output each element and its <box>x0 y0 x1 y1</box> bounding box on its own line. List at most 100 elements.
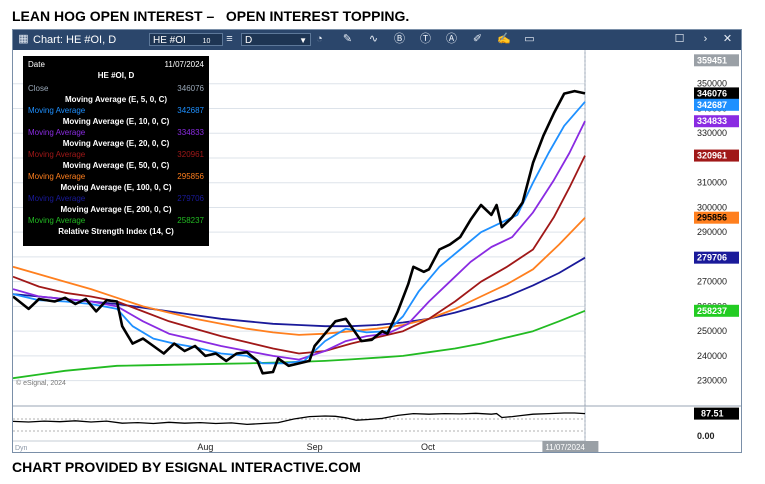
legend-row-title-row: Moving Average (E, 100, 0, C) <box>23 182 209 193</box>
rsi-panel <box>13 412 586 426</box>
legend-row-value: 334833 <box>177 128 204 137</box>
x-axis: Dyn Aug Sep Oct 11/07/2024 <box>13 440 599 452</box>
clock-icon[interactable]: ◔ <box>316 33 323 45</box>
x-cursor-badge <box>542 441 599 452</box>
legend-row-value: 279706 <box>177 194 204 203</box>
legend-row-title: Moving Average (E, 200, 0, C) <box>60 205 172 214</box>
legend-row: Moving Average 342687 <box>23 105 209 116</box>
value-badge <box>694 211 739 224</box>
brush-icon[interactable]: ✐ <box>472 33 483 45</box>
page-footer: CHART PROVIDED BY ESIGNAL INTERACTIVE.CO… <box>12 459 361 475</box>
t-circle-icon[interactable]: Ⓣ <box>420 33 431 45</box>
series-line <box>13 120 586 361</box>
x-tick-label: Sep <box>307 442 323 452</box>
chart-toolbar: ▦ Chart: HE #OI, D HE #OI 10 ≡ D ▼ ◔ ✎ ∿… <box>13 30 741 50</box>
rsi-value-label: 87.51 <box>701 409 724 419</box>
legend-row-title: Moving Average (E, 20, 0, C) <box>62 139 170 148</box>
chart-window-icon[interactable]: ▦ <box>18 33 29 45</box>
legend-date-row: Date 11/07/2024 <box>23 59 209 70</box>
menu-icon[interactable]: ≡ <box>226 33 233 45</box>
close-icon[interactable]: ✕ <box>722 33 733 45</box>
legend-date-label: Date <box>28 60 45 69</box>
wave-icon[interactable]: ∿ <box>368 33 379 45</box>
series-layer <box>13 89 586 380</box>
y-tick-label: 290000 <box>697 227 727 237</box>
legend-row-value: 342687 <box>177 106 204 115</box>
rsi-value-badge <box>694 407 739 420</box>
legend-row-title: Moving Average (E, 100, 0, C) <box>60 183 172 192</box>
value-badge <box>694 251 739 264</box>
x-tick-label: Oct <box>421 442 436 452</box>
legend-row-value: 320961 <box>177 150 204 159</box>
symbol-suffix: 10 <box>202 38 211 45</box>
legend-row: Moving Average 279706 <box>23 193 209 204</box>
data-legend: Date 11/07/2024 HE #OI, D Close 346076 Mov… <box>23 56 209 246</box>
rsi-line <box>13 412 586 426</box>
y-tick-label: 330000 <box>697 128 727 138</box>
legend-row-value: 258237 <box>177 216 204 225</box>
chevron-down-icon: ▼ <box>299 36 307 45</box>
y-tick-label: 240000 <box>697 351 727 361</box>
chart-window[interactable]: ▦ Chart: HE #OI, D HE #OI 10 ≡ D ▼ ◔ ✎ ∿… <box>12 29 742 453</box>
legend-row-title: Moving Average (E, 10, 0, C) <box>62 117 170 126</box>
value-badge-label: 334833 <box>697 116 727 126</box>
value-badge-label: 279706 <box>697 253 727 263</box>
series-line <box>13 256 586 328</box>
legend-row-title-row: Moving Average (E, 20, 0, C) <box>23 138 209 149</box>
legend-row-value: 295856 <box>177 172 204 181</box>
b-circle-icon[interactable]: Ⓑ <box>394 33 405 45</box>
y-tick-label: 350000 <box>697 79 727 89</box>
legend-row: Close 346076 <box>23 83 209 94</box>
y-axis: 2300002400002500002600002700002800002900… <box>694 54 739 441</box>
top-value-label: 359451 <box>697 55 727 65</box>
legend-row-title: Moving Average (E, 50, 0, C) <box>62 161 170 170</box>
y-tick-label: 230000 <box>697 376 727 386</box>
series-line <box>13 217 586 336</box>
legend-row-title-row: Relative Strength Index (14, C) <box>23 226 209 237</box>
series-line <box>13 89 586 375</box>
note-icon[interactable]: ☐ <box>674 33 685 45</box>
watermark: © eSignal, 2024 <box>16 379 66 387</box>
symbol-input[interactable]: HE #OI 10 <box>149 33 223 46</box>
value-badge <box>694 304 739 317</box>
x-cursor-label: 11/07/2024 <box>545 443 585 452</box>
interval-select[interactable]: D ▼ <box>241 33 311 46</box>
comment-icon[interactable]: ▭ <box>524 33 535 45</box>
legend-row: Moving Average 320961 <box>23 149 209 160</box>
legend-row: Moving Average 258237 <box>23 215 209 226</box>
legend-row-label: Moving Average <box>28 172 86 181</box>
legend-row: Moving Average 295856 <box>23 171 209 182</box>
value-badge-label: 346076 <box>697 88 727 98</box>
legend-row-title-row: Moving Average (E, 10, 0, C) <box>23 116 209 127</box>
y-tick-label: 250000 <box>697 326 727 336</box>
legend-row-title: Moving Average (E, 5, 0, C) <box>64 95 168 104</box>
legend-row-label: Moving Average <box>28 128 86 137</box>
legend-row-label: Moving Average <box>28 194 86 203</box>
chevron-icon[interactable]: › <box>703 33 708 45</box>
legend-row: Moving Average 334833 <box>23 127 209 138</box>
value-badge-label: 258237 <box>697 306 727 316</box>
chart-title: Chart: HE #OI, D <box>33 34 117 46</box>
rsi-zero-label: 0.00 <box>697 431 715 441</box>
edit-icon[interactable]: ✍ <box>497 33 511 45</box>
symbol-value: HE #OI <box>153 35 186 46</box>
value-badge <box>694 149 739 162</box>
legend-row-label: Close <box>28 84 49 93</box>
legend-row-title-row: Moving Average (E, 5, 0, C) <box>23 94 209 105</box>
dyn-label: Dyn <box>15 445 28 452</box>
series-line <box>13 309 586 380</box>
legend-row-title-row: Moving Average (E, 200, 0, C) <box>23 204 209 215</box>
value-badge-label: 342687 <box>697 100 727 110</box>
a-circle-icon[interactable]: Ⓐ <box>446 33 457 45</box>
legend-row-label: Moving Average <box>28 106 86 115</box>
series-line <box>13 101 586 365</box>
value-badge <box>694 98 739 111</box>
legend-row-value: 346076 <box>177 84 204 93</box>
value-badge-label: 295856 <box>697 213 727 223</box>
y-tick-label: 270000 <box>697 277 727 287</box>
value-badge <box>694 87 739 100</box>
pencil-icon[interactable]: ✎ <box>342 33 353 45</box>
value-badge <box>694 115 739 128</box>
interval-value: D <box>245 35 253 46</box>
legend-row-title: Relative Strength Index (14, C) <box>58 227 174 236</box>
